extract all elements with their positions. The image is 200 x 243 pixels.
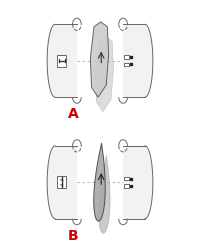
- Bar: [57, 176, 66, 188]
- Bar: [124, 55, 129, 59]
- Bar: [124, 184, 129, 188]
- Bar: [123, 24, 145, 97]
- Bar: [124, 62, 129, 66]
- Bar: [124, 177, 129, 180]
- Text: nn: nn: [59, 178, 64, 182]
- Text: B: B: [68, 229, 79, 243]
- Bar: [55, 146, 77, 219]
- Text: A: A: [68, 107, 79, 121]
- Polygon shape: [47, 146, 55, 219]
- Polygon shape: [99, 156, 110, 233]
- Bar: [57, 55, 66, 67]
- Polygon shape: [95, 36, 113, 112]
- Polygon shape: [94, 143, 105, 221]
- Text: nn: nn: [59, 183, 64, 187]
- Polygon shape: [123, 24, 153, 97]
- Bar: [123, 146, 145, 219]
- Polygon shape: [123, 146, 153, 219]
- Polygon shape: [47, 24, 55, 97]
- Polygon shape: [90, 22, 109, 97]
- Bar: [55, 24, 77, 97]
